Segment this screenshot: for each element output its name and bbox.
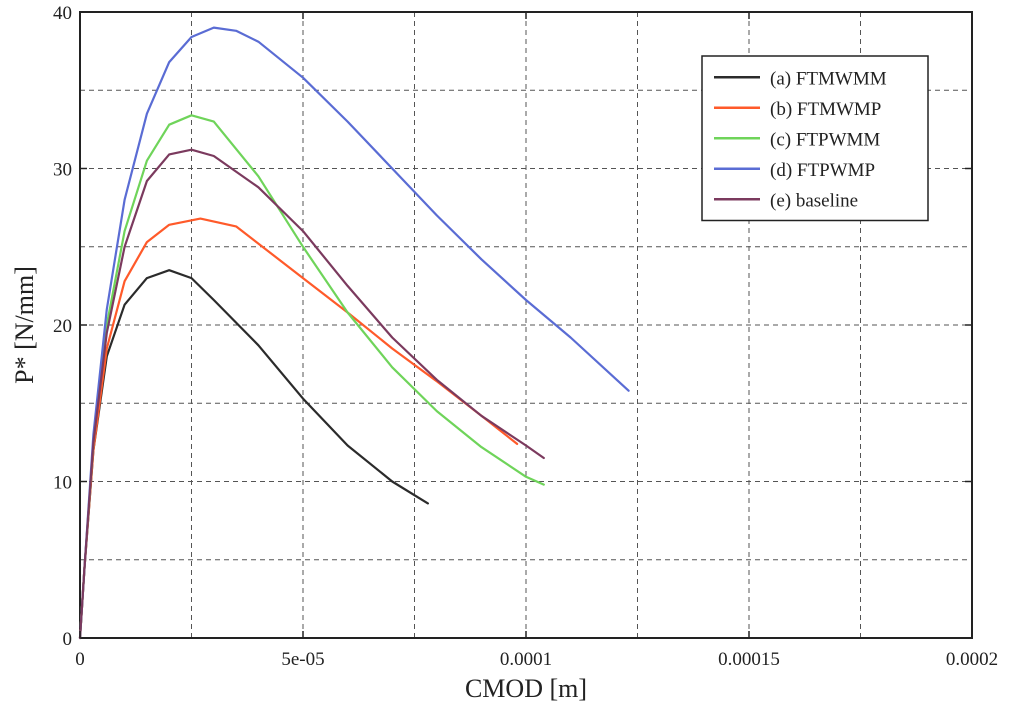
x-axis-label: CMOD [m]: [465, 674, 587, 703]
y-tick-label: 0: [63, 629, 73, 650]
y-axis-label: P* [N/mm]: [10, 266, 39, 384]
legend-label: (e) baseline: [770, 190, 858, 211]
legend-label: (b) FTMWMP: [770, 99, 881, 120]
x-tick-label: 0.0002: [946, 649, 998, 670]
x-tick-label: 0.0001: [500, 649, 552, 670]
y-tick-label: 10: [53, 473, 72, 494]
grid: [80, 12, 972, 638]
series-line-2: [78, 217, 519, 640]
y-tick-label: 40: [53, 3, 72, 24]
legend-label: (c) FTPWMM: [770, 129, 880, 150]
y-tick-label: 30: [53, 160, 72, 181]
series-layer: [78, 26, 630, 640]
legend-label: (d) FTPWMP: [770, 160, 875, 181]
ticks: 0 5e-05 0.0001 0.00015 0.0002 0 10 20 30 40: [53, 3, 998, 670]
y-tick-label: 20: [53, 316, 72, 337]
x-tick-label: 0.00015: [718, 649, 780, 670]
x-tick-label: 0: [75, 649, 85, 670]
legend: (a) FTMWMM (b) FTMWMP (c) FTPWMM (d) FTPWMP…: [701, 55, 929, 222]
legend-label: (a) FTMWMM: [770, 68, 887, 89]
series-line-5: [78, 148, 545, 640]
series-line-4: [78, 26, 630, 640]
x-tick-label: 5e-05: [281, 649, 324, 670]
